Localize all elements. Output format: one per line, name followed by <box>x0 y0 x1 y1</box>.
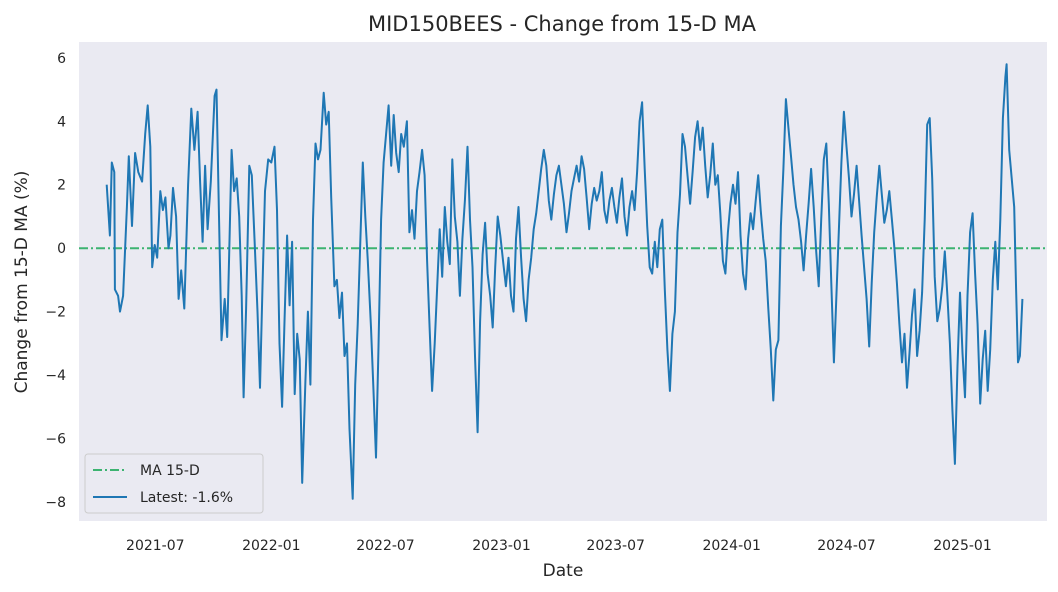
legend: MA 15-D Latest: -1.6% <box>84 453 264 514</box>
y-tick-label: −4 <box>45 368 66 384</box>
y-axis-label: Change from 15-D MA (%) <box>12 171 32 394</box>
x-tick-label: 2024-07 <box>817 538 876 554</box>
plot-area <box>79 42 1047 521</box>
legend-ma-label: MA 15-D <box>140 463 200 479</box>
legend-box <box>84 453 264 514</box>
x-axis: 2021-07 2022-01 2022-07 2023-01 2023-07 2024-… <box>126 538 992 554</box>
x-tick-label: 2023-07 <box>586 538 645 554</box>
y-tick-label: −8 <box>45 495 66 511</box>
y-axis: −8 −6 −4 −2 0 2 4 6 <box>45 51 66 511</box>
chart-title: MID150BEES - Change from 15-D MA <box>368 12 757 36</box>
x-tick-label: 2023-01 <box>472 538 531 554</box>
x-tick-label: 2022-07 <box>356 538 415 554</box>
y-tick-label: −2 <box>45 305 66 321</box>
y-tick-label: −6 <box>45 432 66 448</box>
y-tick-label: 6 <box>57 51 66 67</box>
y-tick-label: 4 <box>57 114 66 130</box>
series-line <box>105 63 1024 500</box>
legend-latest-label: Latest: -1.6% <box>140 490 233 506</box>
y-tick-label: 2 <box>57 178 66 194</box>
x-tick-label: 2025-01 <box>933 538 992 554</box>
y-tick-label: 0 <box>57 241 66 257</box>
x-tick-label: 2024-01 <box>702 538 761 554</box>
x-tick-label: 2022-01 <box>242 538 301 554</box>
x-tick-label: 2021-07 <box>126 538 185 554</box>
x-axis-label: Date <box>543 561 584 581</box>
